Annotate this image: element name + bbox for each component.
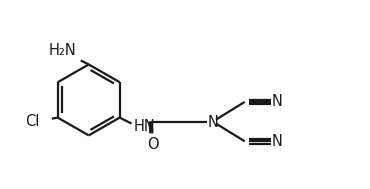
- Text: O: O: [148, 137, 159, 152]
- Text: N: N: [272, 134, 283, 149]
- Text: HN: HN: [134, 119, 155, 134]
- Text: Cl: Cl: [26, 114, 40, 129]
- Text: H₂N: H₂N: [49, 43, 77, 58]
- Text: N: N: [272, 94, 283, 109]
- Text: N: N: [208, 115, 218, 130]
